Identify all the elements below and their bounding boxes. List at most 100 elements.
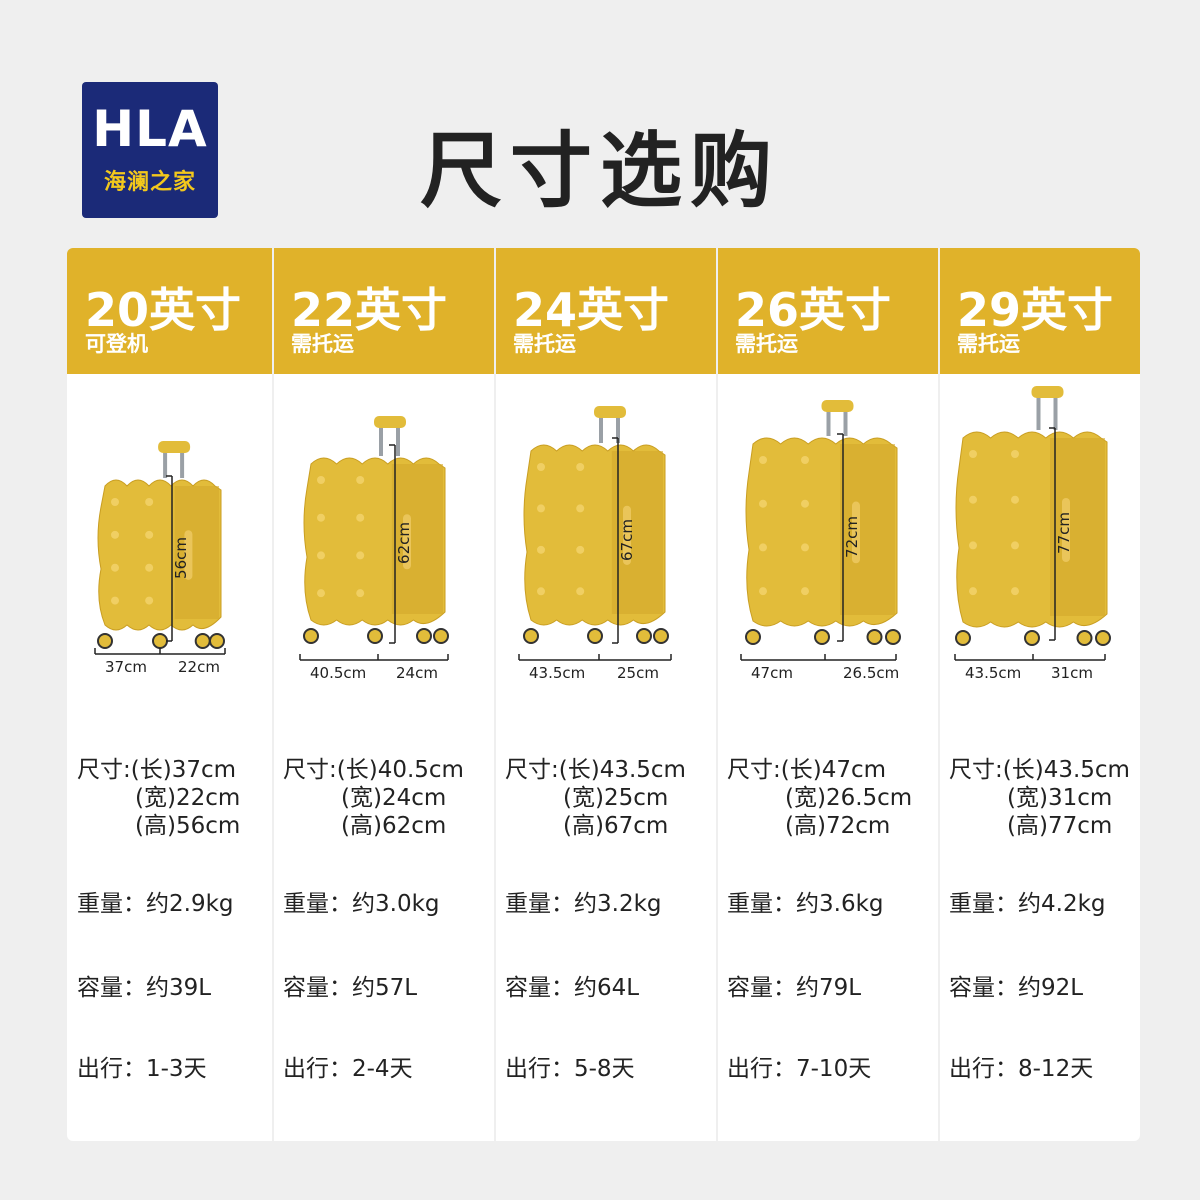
size-column: 24英寸 需托运 尺寸:(长)43.5cm (宽)25cm (高)67cm 重量：约3.2… <box>494 248 717 1141</box>
wheel <box>955 630 971 646</box>
suitcase-icon <box>955 386 1111 646</box>
length-dimension-label: 40.5cm <box>310 664 367 682</box>
wheel <box>653 628 669 644</box>
decor-dot <box>111 530 119 539</box>
decor-dot <box>537 504 545 513</box>
handle-rod <box>616 414 620 443</box>
suitcase-icon <box>303 416 449 644</box>
size-column: 20英寸 可登机 尺寸:(长)37cm (宽)22cm (高)56cm 重量：约2.9kg… <box>67 248 273 1141</box>
decor-dot <box>317 476 325 484</box>
decor-dot <box>317 513 325 522</box>
decor-dot <box>969 587 977 596</box>
height-dimension-label: 62cm <box>394 522 413 564</box>
weight-value: 重量：约3.0kg <box>283 891 440 917</box>
decor-dot <box>576 587 585 596</box>
length-value: (长)37cm <box>130 757 237 783</box>
dimensions-block: 尺寸:(长)40.5cm (宽)24cm (高)62cm <box>283 756 464 840</box>
size-prefix-label: 尺寸: <box>77 757 131 783</box>
size-prefix-label: 尺寸: <box>727 757 781 783</box>
length-dimension-label: 43.5cm <box>965 664 1022 682</box>
length-value: (长)43.5cm <box>558 757 686 783</box>
length-value: (长)40.5cm <box>336 757 464 783</box>
decor-dot <box>356 589 365 598</box>
length-dimension-label: 43.5cm <box>529 664 586 682</box>
wheel <box>636 628 652 644</box>
side-handle <box>1062 498 1070 562</box>
wheel <box>745 629 761 645</box>
decor-dot <box>537 587 545 596</box>
size-column: 29英寸 需托运 尺寸:(长)43.5cm (宽)31cm (高)77cm 重量：约4.2… <box>938 248 1140 1141</box>
width-value: (宽)31cm <box>1007 785 1113 811</box>
suitcase-side <box>611 451 663 614</box>
decor-dot <box>1011 587 1019 596</box>
size-prefix-label: 尺寸: <box>949 757 1003 783</box>
decor-dot <box>576 463 585 471</box>
trip-value: 出行：1-3天 <box>77 1056 207 1082</box>
decor-dot <box>537 463 545 471</box>
height-value: (高)67cm <box>563 813 669 839</box>
capacity-value: 容量：约64L <box>505 975 640 1001</box>
dimensions-block: 尺寸:(长)43.5cm (宽)25cm (高)67cm <box>505 756 686 840</box>
side-handle <box>623 505 631 565</box>
handle-rod <box>163 449 168 478</box>
decor-dot <box>111 498 119 506</box>
decor-dot <box>801 499 809 508</box>
trip-value: 出行：7-10天 <box>727 1056 872 1082</box>
decor-dot <box>969 541 977 550</box>
suitcase-side <box>391 464 443 614</box>
size-label: 29英寸 <box>957 283 1114 337</box>
trip-value: 出行：8-12天 <box>949 1056 1094 1082</box>
handle-rod <box>1036 394 1041 430</box>
size-prefix-label: 尺寸: <box>283 757 337 783</box>
brand-name: HLA <box>92 100 208 158</box>
decor-dot <box>537 545 545 554</box>
wheel <box>814 629 830 645</box>
width-dimension-label: 25cm <box>617 664 659 682</box>
handle-rod <box>843 408 848 436</box>
handle-grip <box>821 400 854 412</box>
page-title: 尺寸选购 <box>419 124 780 219</box>
side-handle <box>184 530 193 580</box>
column-divider <box>494 248 496 1141</box>
decor-dot <box>969 495 977 504</box>
side-handle <box>852 501 860 564</box>
decor-dot <box>145 530 154 539</box>
decor-dot <box>801 587 809 596</box>
decor-dot <box>356 476 365 484</box>
decor-dot <box>759 456 767 464</box>
wheel <box>1076 630 1093 646</box>
handle-grip <box>158 441 191 453</box>
brand-logo: HLA 海澜之家 <box>82 82 218 218</box>
height-value: (高)77cm <box>1007 813 1113 839</box>
length-value: (长)43.5cm <box>1002 757 1130 783</box>
weight-value: 重量：约2.9kg <box>77 891 234 917</box>
decor-dot <box>1011 541 1019 550</box>
wheel <box>1095 630 1111 646</box>
size-note: 需托运 <box>735 332 798 356</box>
wheel <box>194 633 211 649</box>
decor-dot <box>759 587 767 596</box>
suitcase-icon <box>523 406 669 644</box>
handle-rod <box>826 408 831 436</box>
weight-value: 重量：约3.2kg <box>505 891 662 917</box>
decor-dot <box>576 545 585 554</box>
handle-grip <box>374 416 406 428</box>
handle-rod <box>599 414 603 443</box>
width-value: (宽)26.5cm <box>785 785 913 811</box>
decor-dot <box>759 499 767 508</box>
wheel <box>416 628 432 644</box>
weight-value: 重量：约3.6kg <box>727 891 884 917</box>
column-divider <box>272 248 274 1141</box>
decor-dot <box>145 498 154 506</box>
length-dimension-label: 47cm <box>751 664 793 682</box>
handle-rod <box>379 424 383 456</box>
width-value: (宽)22cm <box>135 785 241 811</box>
handle-rod <box>396 424 400 456</box>
length-dimension-label: 37cm <box>105 658 147 676</box>
brand-subname: 海澜之家 <box>103 170 196 195</box>
decor-dot <box>111 596 119 605</box>
capacity-value: 容量：约92L <box>949 975 1084 1001</box>
side-handle <box>403 514 411 570</box>
width-dimension-label: 26.5cm <box>843 664 900 682</box>
width-value: (宽)24cm <box>341 785 447 811</box>
